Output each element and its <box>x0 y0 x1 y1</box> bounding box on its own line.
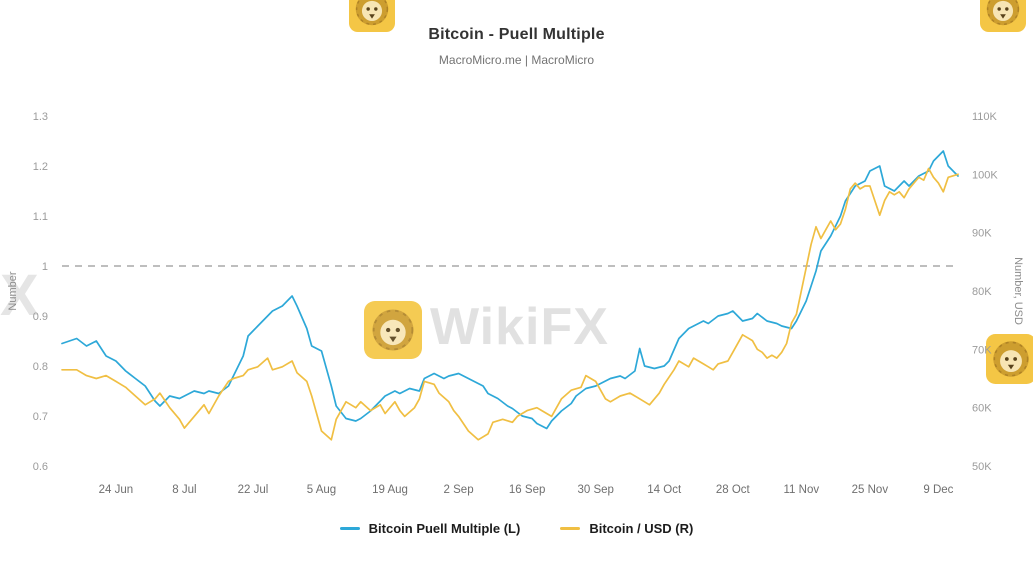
y-axis-left-tick: 1 <box>42 261 48 273</box>
legend-item-puell[interactable]: Bitcoin Puell Multiple (L) <box>339 521 521 536</box>
x-axis-tick: 28 Oct <box>716 484 751 496</box>
x-axis-tick: 8 Jul <box>172 484 196 496</box>
y-axis-left-tick: 0.9 <box>33 311 48 323</box>
series-line-btcusd <box>61 167 959 441</box>
chart-title: Bitcoin - Puell Multiple <box>428 26 605 43</box>
x-axis-tick: 14 Oct <box>647 484 682 496</box>
wikifx-watermark-text: WikiFX <box>430 298 609 356</box>
x-axis-tick: 9 Dec <box>923 484 953 496</box>
x-axis-tick: 11 Nov <box>784 484 820 496</box>
x-axis-tick: 19 Aug <box>372 484 408 496</box>
x-axis-tick: 24 Jun <box>99 484 134 496</box>
y-axis-right-tick: 60K <box>972 403 992 415</box>
y-axis-right-tick: 90K <box>972 228 992 240</box>
y-axis-right-tick: 100K <box>972 169 998 181</box>
legend-item-btcusd[interactable]: Bitcoin / USD (R) <box>560 521 693 536</box>
legend-marker-btcusd <box>560 527 581 530</box>
y-axis-left-tick: 1.1 <box>33 211 48 223</box>
y-axis-left-tick: 0.8 <box>33 361 48 373</box>
chart-subtitle: MacroMicro.me | MacroMicro <box>438 53 595 67</box>
y-axis-right-tick: 80K <box>972 286 992 298</box>
x-axis-tick: 30 Sep <box>577 484 613 496</box>
x-axis-tick: 16 Sep <box>509 484 545 496</box>
x-axis-tick: 5 Aug <box>307 484 336 496</box>
y-axis-left-tick: 0.7 <box>33 411 48 423</box>
chart-legend: Bitcoin Puell Multiple (L) Bitcoin / USD … <box>0 521 1033 536</box>
x-axis-tick: 22 Jul <box>238 484 269 496</box>
y-axis-left-tick: 0.6 <box>33 461 48 473</box>
series-line-puell <box>61 150 959 430</box>
x-axis-tick: 25 Nov <box>852 484 889 496</box>
wikifx-watermark-letter: X <box>0 263 39 328</box>
legend-label-puell: Bitcoin Puell Multiple (L) <box>368 521 521 536</box>
y-axis-left-tick: 1.3 <box>33 111 48 123</box>
legend-marker-puell <box>339 527 360 530</box>
right-axis-title: Number, USD <box>1012 257 1024 325</box>
y-axis-left-tick: 1.2 <box>33 161 48 173</box>
left-axis-title: Number <box>7 271 19 310</box>
x-axis-tick: 2 Sep <box>444 484 474 496</box>
legend-label-btcusd: Bitcoin / USD (R) <box>589 521 694 536</box>
y-axis-right-tick: 110K <box>972 111 998 123</box>
y-axis-right-tick: 70K <box>972 344 992 356</box>
y-axis-right-tick: 50K <box>972 461 992 473</box>
